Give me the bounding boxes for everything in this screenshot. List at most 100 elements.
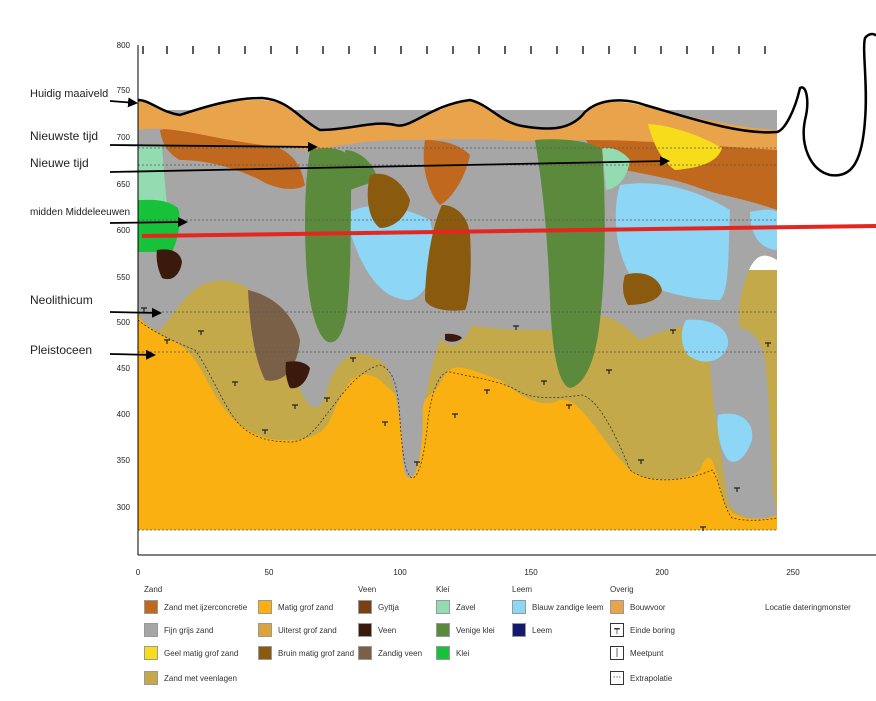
layer-gyttja-1 [367, 173, 410, 228]
extrapolation-icon: ··· [610, 671, 624, 685]
legend-item: Zavel [436, 600, 476, 614]
meetpunt-ticks [142, 46, 766, 54]
legend-swatch [610, 600, 624, 614]
legend-item: Zand met ijzerconcretie [144, 600, 247, 614]
layer-grey-below-gyttja [432, 310, 472, 345]
legend-swatch [258, 646, 272, 660]
annotations: Huidig maaiveld Nieuwste tijd Nieuwe tij… [30, 88, 130, 357]
legend-item: Fijn grijs zand [144, 623, 213, 637]
legend-label: Fijn grijs zand [164, 625, 214, 635]
legend-label: Bruin matig grof zand [278, 648, 355, 658]
layer-zandig-veen [248, 290, 300, 381]
y-tick: 700 [117, 133, 131, 142]
legend-swatch [512, 600, 526, 614]
layer-veen-2 [285, 361, 310, 389]
end-of-boring-icon: ┯ [610, 623, 624, 637]
legend-label: Zand met ijzerconcretie [164, 602, 248, 612]
legend-item: Veen [358, 623, 396, 637]
legend-swatch [144, 623, 158, 637]
y-tick: 800 [117, 41, 131, 50]
layer-zand-met-ijzerconcretie [160, 125, 305, 189]
layer-blauw-zandige-leem-5 [717, 413, 753, 462]
annotation-huidig-maaiveld: Huidig maaiveld [30, 88, 108, 100]
legend-swatch [358, 623, 372, 637]
legend-item: Zand met veenlagen [144, 671, 237, 685]
y-tick: 600 [117, 226, 131, 235]
legend-item: ┯ Einde boring [610, 623, 675, 637]
red-marker-line [141, 224, 876, 238]
annotation-nieuwste-tijd: Nieuwste tijd [30, 129, 98, 143]
legend: Zand Zand met ijzerconcretie Fijn grijs … [140, 585, 870, 697]
legend-swatch [436, 623, 450, 637]
layer-zavel-1 [138, 146, 168, 210]
layer-zavel-2 [602, 147, 630, 190]
legend-item: ··· Extrapolatie [610, 671, 672, 685]
y-tick-labels: 800 750 700 650 600 550 500 450 400 350 … [117, 41, 131, 512]
y-tick: 450 [117, 364, 131, 373]
annotation-neolithicum: Neolithicum [30, 293, 93, 307]
y-tick: 500 [117, 318, 131, 327]
legend-item: Bruin matig grof zand [258, 646, 354, 660]
legend-swatch [258, 600, 272, 614]
legend-group-title: Overig [610, 585, 634, 594]
legend-label: Blauw zandige leem [532, 602, 604, 612]
legend-swatch [258, 623, 272, 637]
legend-item: Leem [512, 623, 552, 637]
legend-label: Veen [378, 625, 397, 635]
legend-item: Venige klei [436, 623, 495, 637]
legend-label: Geel matig grof zand [164, 648, 239, 658]
legend-item: Gyttja [358, 600, 399, 614]
layer-venige-klei-2 [535, 139, 605, 388]
y-tick: 400 [117, 410, 131, 419]
legend-item: Matig grof zand [258, 600, 333, 614]
legend-swatch [144, 600, 158, 614]
legend-swatch [144, 671, 158, 685]
annotation-pleistoceen: Pleistoceen [30, 343, 92, 357]
layer-bouwvoor [138, 100, 777, 150]
layer-grey-pocket-1 [402, 380, 423, 478]
x-tick: 250 [786, 568, 800, 577]
y-tick: 550 [117, 273, 131, 282]
legend-item: Bouwvoor [610, 600, 666, 614]
annotation-nieuwe-tijd: Nieuwe tijd [30, 156, 89, 170]
annotation-midden-middeleeuwen: midden Middeleeuwen [30, 207, 130, 218]
layer-veen-3 [445, 333, 462, 342]
layer-blauw-zandige-leem-4 [681, 319, 729, 362]
legend-label: Zandig veen [378, 648, 423, 658]
legend-item: Klei [436, 646, 469, 660]
legend-label: Extrapolatie [630, 673, 673, 683]
legend-swatch [144, 646, 158, 660]
legend-swatch [436, 646, 450, 660]
y-tick: 300 [117, 503, 131, 512]
legend-swatch [512, 623, 526, 637]
legend-group-title: Klei [436, 585, 450, 594]
legend-group-title: Veen [358, 585, 377, 594]
legend-swatch [358, 600, 372, 614]
end-of-boring-markers [141, 307, 771, 531]
x-tick: 100 [393, 568, 407, 577]
y-tick: 650 [117, 180, 131, 189]
layer-gyttja-3 [623, 273, 662, 305]
layer-blauw-zandige-leem-2 [615, 183, 730, 300]
legend-item: Uiterst grof zand [258, 623, 337, 637]
x-tick: 50 [265, 568, 274, 577]
y-tick: 750 [117, 86, 131, 95]
legend-swatch [358, 646, 372, 660]
legend-label: Locatie dateringmonster [765, 603, 851, 612]
legend-label: Gyttja [378, 602, 399, 612]
surface-line [137, 32, 876, 177]
x-tick: 150 [524, 568, 538, 577]
legend-label: Meetpunt [630, 648, 664, 658]
legend-group-title: Zand [144, 585, 163, 594]
layer-klei [138, 199, 180, 252]
legend-group-title: Leem [512, 585, 533, 594]
legend-label: Einde boring [630, 625, 675, 635]
legend-item: Geel matig grof zand [144, 646, 238, 660]
legend-item: Locatie dateringmonster [765, 603, 851, 612]
annotation-arrows [109, 97, 670, 360]
legend-swatch [436, 600, 450, 614]
legend-item: Zandig veen [358, 646, 422, 660]
layer-zand-met-ijzerconcretie-2 [423, 140, 470, 205]
extrapolation-line [137, 319, 778, 521]
